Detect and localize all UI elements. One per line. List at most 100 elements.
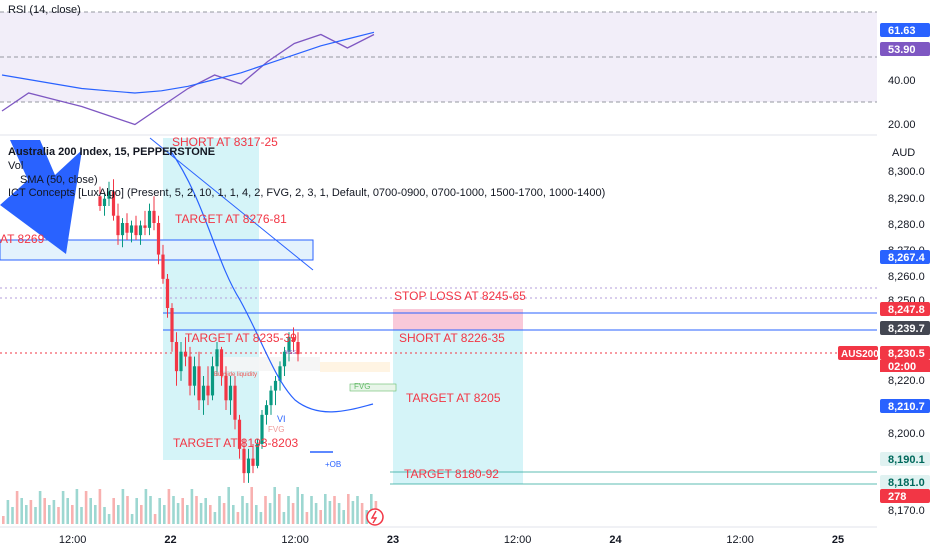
volume-bar bbox=[57, 507, 60, 524]
smc-label: FVG bbox=[354, 382, 370, 391]
svg-text:8,210.7: 8,210.7 bbox=[888, 401, 925, 413]
candle bbox=[179, 342, 183, 381]
candle-body bbox=[260, 414, 264, 444]
ict-legend[interactable]: ICT Concepts [LuxAlgo] (Present, 5, 2, 1… bbox=[8, 187, 606, 199]
svg-text:8,247.8: 8,247.8 bbox=[888, 304, 925, 316]
time-tick: 23 bbox=[387, 534, 399, 546]
volume-bar bbox=[144, 489, 148, 524]
volume-bar bbox=[75, 489, 79, 524]
candle bbox=[269, 385, 273, 415]
candle bbox=[228, 376, 233, 415]
time-tick: 22 bbox=[164, 534, 176, 546]
svg-text:53.90: 53.90 bbox=[888, 44, 916, 56]
candle bbox=[161, 244, 165, 284]
svg-text:AUS200: AUS200 bbox=[841, 349, 879, 360]
vol-legend[interactable]: Vol bbox=[8, 160, 24, 172]
candle bbox=[215, 342, 219, 376]
candle bbox=[174, 332, 179, 386]
candle-body bbox=[183, 351, 188, 357]
candle-body bbox=[138, 225, 143, 236]
smc-label: VI bbox=[277, 414, 286, 424]
candle bbox=[170, 303, 174, 352]
replay-icon[interactable] bbox=[366, 508, 384, 526]
trade-annotation[interactable]: TARGET AT 8205 bbox=[406, 391, 501, 405]
trade-annotation[interactable]: TARGET AT 8276-81 bbox=[175, 212, 287, 226]
candle bbox=[201, 376, 206, 415]
volume-bar bbox=[34, 507, 37, 524]
chart-title[interactable]: Australia 200 Index, 15, PEPPERSTONE bbox=[8, 146, 216, 158]
volume-bar bbox=[163, 505, 166, 524]
candle-body bbox=[201, 385, 206, 401]
candle bbox=[291, 327, 296, 352]
sma-legend[interactable]: SMA (50, close) bbox=[20, 174, 98, 186]
volume-bar bbox=[259, 512, 263, 524]
trade-annotation[interactable]: TARGET AT 8193-8203 bbox=[173, 436, 299, 450]
stop-loss-box[interactable] bbox=[393, 309, 523, 330]
trade-annotation[interactable]: TARGET 8180-92 bbox=[404, 467, 499, 481]
trade-annotation[interactable]: STOP LOSS AT 8245-65 bbox=[394, 289, 526, 303]
volume-bar bbox=[61, 491, 65, 524]
candle-body bbox=[192, 366, 197, 386]
volume-bar bbox=[121, 489, 125, 524]
candle-body bbox=[282, 351, 287, 367]
candle bbox=[107, 181, 111, 206]
candle-body bbox=[165, 278, 170, 308]
svg-text:61.63: 61.63 bbox=[888, 25, 916, 37]
volume-bar bbox=[52, 500, 56, 524]
price-tick: 8,200.0 bbox=[888, 428, 925, 440]
right-target-box[interactable] bbox=[393, 330, 523, 484]
volume-bar bbox=[130, 514, 134, 524]
volume-bar bbox=[43, 498, 46, 524]
candle bbox=[156, 215, 161, 265]
trade-annotation[interactable]: SHORT AT 8317-25 bbox=[172, 135, 278, 149]
volume-bar bbox=[370, 494, 373, 524]
volume-bar bbox=[190, 489, 194, 524]
candle-body bbox=[215, 349, 219, 367]
volume-bar bbox=[25, 505, 28, 524]
smc-label: Buyside liquidity bbox=[214, 372, 257, 378]
candle-body bbox=[116, 215, 120, 236]
candle-body bbox=[273, 380, 278, 391]
candle-body bbox=[143, 225, 147, 228]
trade-annotation[interactable]: AT 8269 bbox=[0, 232, 45, 246]
rsi-legend[interactable]: RSI (14, close) bbox=[8, 4, 81, 16]
volume-bar bbox=[172, 496, 175, 524]
volume-bar bbox=[209, 505, 212, 524]
volume-bar bbox=[347, 494, 350, 524]
trade-annotation[interactable]: SHORT AT 8226-35 bbox=[399, 331, 505, 345]
left-target-box[interactable] bbox=[163, 138, 259, 460]
volume-bar bbox=[38, 491, 42, 524]
candle bbox=[138, 220, 143, 245]
volume-bar bbox=[227, 487, 230, 524]
svg-text:02:00: 02:00 bbox=[888, 361, 916, 373]
candle bbox=[233, 376, 237, 430]
time-tick: 12:00 bbox=[726, 534, 754, 546]
volume-bar bbox=[282, 512, 286, 524]
drawing-zones bbox=[0, 137, 877, 485]
candle bbox=[197, 351, 201, 410]
candle bbox=[98, 186, 102, 211]
volume-bar bbox=[167, 489, 171, 524]
fvg-zone-right bbox=[320, 362, 390, 372]
volume-bar bbox=[89, 498, 92, 524]
volume-bar bbox=[80, 507, 83, 524]
price-tick: 8,170.0 bbox=[888, 505, 925, 517]
volume-bar bbox=[20, 498, 23, 524]
volume-bar bbox=[84, 491, 88, 524]
candle bbox=[111, 179, 116, 221]
volume-bar bbox=[204, 498, 207, 524]
candle-body bbox=[170, 308, 174, 342]
volume-bar bbox=[158, 498, 161, 524]
resistance-zone[interactable] bbox=[0, 239, 314, 261]
volume-bar bbox=[181, 498, 184, 524]
trade-annotation[interactable]: TARGET AT 8235-39 bbox=[185, 331, 297, 345]
price-tick: 8,280.0 bbox=[888, 219, 925, 231]
symbol-tag[interactable]: AUS200 bbox=[838, 346, 879, 360]
candle-body bbox=[242, 448, 246, 474]
candle-body bbox=[98, 196, 102, 206]
candle bbox=[260, 410, 264, 449]
candle bbox=[237, 414, 242, 459]
rsi-ma-line bbox=[1, 31, 375, 94]
candle bbox=[296, 332, 300, 362]
volume-bar bbox=[71, 505, 74, 524]
